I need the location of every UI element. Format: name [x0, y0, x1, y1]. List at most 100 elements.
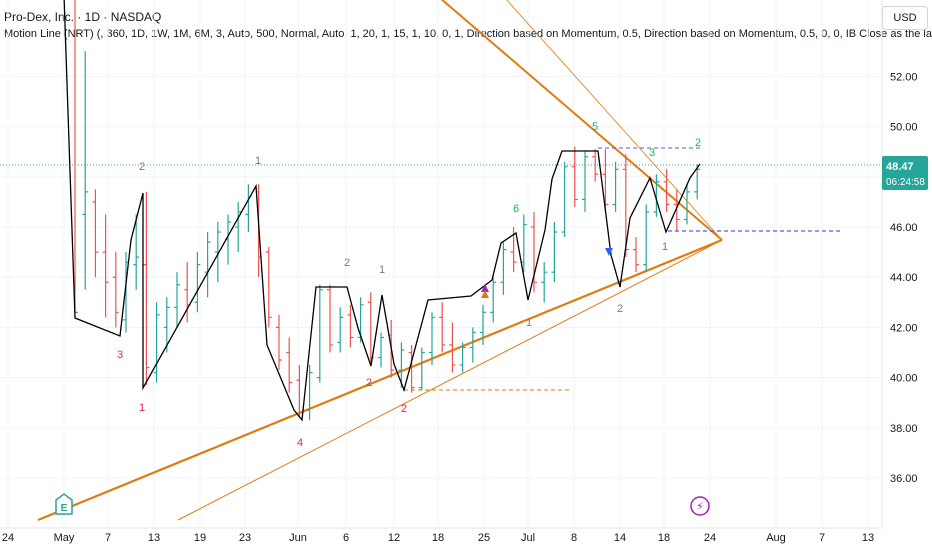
ohlc-bar	[622, 154, 629, 258]
price-tick-label: 36.00	[890, 473, 918, 485]
ohlc-bar	[561, 161, 568, 238]
time-tick-label: 19	[194, 532, 206, 544]
earnings-badge-shape	[55, 493, 73, 515]
swing-label: 1	[526, 317, 532, 329]
ohlc-bar	[153, 302, 160, 383]
earnings-label: E	[61, 503, 68, 514]
grid	[0, 0, 882, 528]
resistance-trend-line	[440, 0, 723, 241]
swing-labels: 2 3 1 1 4 2 1 2 2 1 6 5 2 3 1 2	[117, 121, 701, 449]
price-tick-label: 46.00	[890, 222, 918, 234]
time-tick-label: Jun	[289, 532, 307, 544]
ohlc-bar	[327, 284, 333, 353]
ohlc-bar	[133, 214, 140, 290]
support-trend-line	[37, 238, 723, 522]
swing-label: 3	[117, 349, 123, 361]
ohlc-bar	[347, 304, 354, 348]
swing-label: 1	[379, 264, 385, 276]
ohlc-bar	[592, 149, 599, 182]
motion-zigzag	[63, 0, 701, 422]
currency-button[interactable]: USD	[882, 6, 928, 30]
lightning-event-icon[interactable]: ⚡	[690, 496, 710, 516]
swing-label: 1	[255, 155, 261, 167]
swing-label: 2	[401, 403, 407, 415]
ohlc-bar	[449, 322, 456, 373]
swing-label: 2	[139, 161, 145, 173]
lightning-glyph: ⚡	[696, 501, 704, 513]
ohlc-bar	[694, 164, 701, 200]
time-tick-label: 24	[2, 532, 14, 544]
swing-label: 6	[513, 203, 519, 215]
time-tick-label: 12	[388, 532, 400, 544]
time-tick-label: 13	[148, 532, 160, 544]
price-tick-label: 44.00	[890, 272, 918, 284]
ohlc-bar	[490, 277, 497, 323]
time-tick-label: 8	[571, 532, 577, 544]
time-tick-label: 7	[819, 532, 825, 544]
ohlc-bar	[92, 189, 99, 278]
time-axis[interactable]: 24 May 7 13 19 23 Jun 6 12 18 25 Jul 8 14 18 24 Aug 7 13	[0, 527, 882, 544]
ohlc-bar	[194, 252, 201, 313]
last-price-value: 48.47	[886, 161, 914, 173]
time-tick-label: 18	[658, 532, 670, 544]
buy-arrow-icon	[481, 284, 489, 292]
ohlc-bar	[429, 312, 435, 366]
swing-label: 2	[366, 377, 372, 389]
lightning-circle	[690, 496, 710, 516]
ohlc-bar	[316, 284, 323, 383]
ohlc-bar	[102, 214, 109, 318]
bar-countdown: 06:24:58	[886, 177, 925, 188]
ohlc-bar	[143, 191, 150, 386]
ohlc-bar	[82, 51, 89, 290]
ohlc-bar	[602, 149, 609, 212]
ohlc-bar	[571, 146, 578, 207]
price-tick-label: 42.00	[890, 322, 918, 334]
ohlc-bar	[306, 365, 313, 421]
motion-line	[63, 0, 701, 422]
ohlc-bar	[541, 262, 548, 303]
candles	[74, 0, 701, 421]
price-tick-label: 38.00	[890, 423, 918, 435]
price-tick-label: 50.00	[890, 122, 918, 134]
ohlc-bar	[469, 327, 476, 363]
ohlc-bar	[582, 151, 588, 212]
ohlc-bar	[174, 272, 180, 328]
last-price-badge: 48.47 06:24:58	[882, 156, 928, 190]
earnings-icon[interactable]: E	[55, 493, 73, 515]
trend-lines	[0, 0, 882, 522]
time-tick-label: 25	[478, 532, 490, 544]
swing-label: 4	[297, 437, 303, 449]
price-tick-label: 40.00	[890, 373, 918, 385]
ohlc-bar	[204, 232, 211, 298]
ohlc-bar	[112, 252, 119, 328]
time-tick-label: 13	[862, 532, 874, 544]
price-axis[interactable]: 36.0038.0040.0042.0044.0046.0048.0050.00…	[881, 0, 918, 528]
sell-arrow-icon	[605, 248, 613, 256]
symbol-title: Pro-Dex, Inc. · 1D · NASDAQ	[4, 10, 162, 24]
ohlc-bar	[163, 297, 170, 353]
resistance-trend-line-thin	[506, 0, 723, 241]
ohlc-bar	[653, 174, 660, 217]
event-markers[interactable]: E ⚡	[55, 493, 710, 516]
swing-label: 1	[139, 402, 145, 414]
swing-label: 5	[592, 121, 598, 133]
swing-label: 3	[649, 147, 655, 159]
ohlc-bar	[276, 314, 282, 371]
time-tick-label: 23	[239, 532, 251, 544]
time-tick-label: 14	[614, 532, 626, 544]
badge-bg	[882, 156, 928, 190]
ohlc-bar	[684, 184, 690, 225]
support-trend-line-thin	[177, 239, 723, 521]
ohlc-bar	[74, 0, 78, 313]
ohlc-bar	[663, 169, 670, 212]
time-tick-label: Jul	[521, 532, 535, 544]
ohlc-bar	[398, 342, 405, 388]
price-tick-label: 52.00	[890, 71, 918, 83]
indicator-settings-line: Motion Line (NRT) (, 360, 1D, 1W, 1M, 6M…	[4, 28, 932, 40]
swing-label: 2	[344, 257, 350, 269]
ohlc-bar	[459, 342, 466, 373]
time-tick-label: 6	[343, 532, 349, 544]
time-tick-label: 7	[105, 532, 111, 544]
ohlc-bar	[235, 201, 242, 253]
